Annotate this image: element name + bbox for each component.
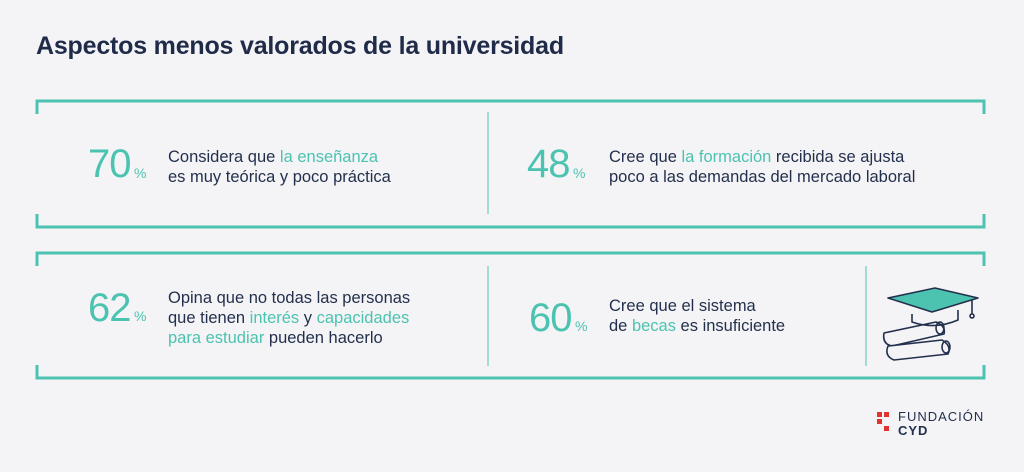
description-line: que tienen interés y capacidades: [168, 308, 410, 328]
stat-value: 62: [88, 286, 131, 330]
stat-description: Cree que el sistema de becas es insuficie…: [609, 296, 785, 336]
stat-description: Considera que la enseñanza es muy teórica…: [168, 147, 391, 187]
text: Opina que no todas las personas: [168, 289, 411, 307]
graduation-icon: [882, 287, 979, 361]
description-line: Cree que el sistema: [609, 296, 785, 316]
text: de: [609, 317, 632, 335]
text: recibida se ajusta: [771, 148, 905, 166]
stat-unit: %: [134, 165, 147, 181]
description-line: de becas es insuficiente: [609, 316, 785, 336]
text: es insuficiente: [675, 317, 786, 335]
highlight: capacidades: [316, 309, 410, 327]
stat-unit: %: [575, 318, 588, 334]
text: es muy teórica y poco práctica: [168, 168, 391, 186]
stat-description: Opina que no todas las personas que tiene…: [168, 288, 410, 348]
highlight: la enseñanza: [279, 148, 379, 166]
logo-mark: [877, 412, 889, 431]
highlight: interés: [249, 309, 300, 327]
highlight: becas: [631, 317, 676, 335]
frame-top: [35, 99, 986, 114]
description-line: Considera que la enseñanza: [168, 147, 391, 167]
text: poco a las demandas del mercado laboral: [609, 168, 916, 186]
description-line: Opina que no todas las personas: [168, 288, 410, 308]
stat-value: 48: [527, 142, 570, 186]
stat-unit: %: [134, 308, 147, 324]
description-line: es muy teórica y poco práctica: [168, 167, 391, 187]
text: pueden hacerlo: [264, 329, 383, 347]
description-line: poco a las demandas del mercado laboral: [609, 167, 915, 187]
stat-unit: %: [573, 165, 586, 181]
stat-description: Cree que la formación recibida se ajusta…: [609, 147, 915, 187]
highlight: para estudiar: [168, 329, 265, 347]
text: y: [299, 309, 317, 327]
text: Cree que: [609, 148, 682, 166]
description-line: para estudiar pueden hacerlo: [168, 328, 410, 348]
highlight: la formación: [681, 148, 772, 166]
frame-bottom: [35, 214, 986, 229]
title: Aspectos menos valorados de la universid…: [36, 32, 564, 60]
text: Considera que: [168, 148, 280, 166]
description-line: Cree que la formación recibida se ajusta: [609, 147, 915, 167]
stat-value: 60: [529, 296, 572, 340]
logo-name: FUNDACIÓN: [898, 409, 985, 424]
text: que tienen: [168, 309, 250, 327]
logo-short: CYD: [898, 423, 929, 438]
stat-value: 70: [88, 142, 131, 186]
frame-top: [35, 251, 986, 266]
frame-bottom: [35, 365, 986, 380]
text: Cree que el sistema: [609, 297, 756, 315]
